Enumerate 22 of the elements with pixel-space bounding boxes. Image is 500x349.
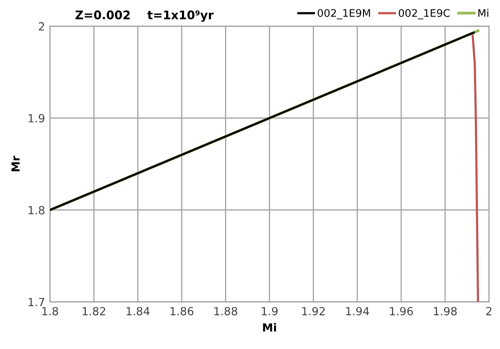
x-tick-label: 1.92 — [302, 306, 325, 316]
x-tick-label: 1.82 — [82, 306, 106, 316]
x-tick-label: 1.94 — [346, 306, 370, 316]
legend-label: 002_1E9C — [398, 9, 450, 20]
legend-label: 002_1E9M — [318, 9, 370, 20]
line-series — [471, 32, 480, 302]
x-tick-label: 2 — [486, 306, 492, 316]
x-tick-label: 1.84 — [126, 306, 150, 316]
y-tick-label: 1.8 — [28, 206, 44, 214]
x-axis-title: Mi — [263, 323, 276, 332]
x-tick-label: 1.8 — [42, 306, 58, 316]
x-tick-label: 1.9 — [262, 306, 278, 316]
x-tick-label: 1.88 — [214, 306, 238, 316]
y-tick-label: 2 — [38, 22, 44, 30]
y-axis-title: Mr — [12, 156, 20, 172]
y-tick-label: 1.9 — [28, 114, 44, 122]
x-tick-label: 1.96 — [390, 306, 413, 316]
legend-label: Mi — [478, 8, 488, 17]
chart-title: Z=0.002 t=1x10⁹yr — [76, 10, 214, 22]
y-tick-label: 1.7 — [28, 298, 44, 306]
x-tick-label: 1.86 — [170, 306, 194, 316]
x-tick-label: 1.98 — [434, 306, 457, 316]
